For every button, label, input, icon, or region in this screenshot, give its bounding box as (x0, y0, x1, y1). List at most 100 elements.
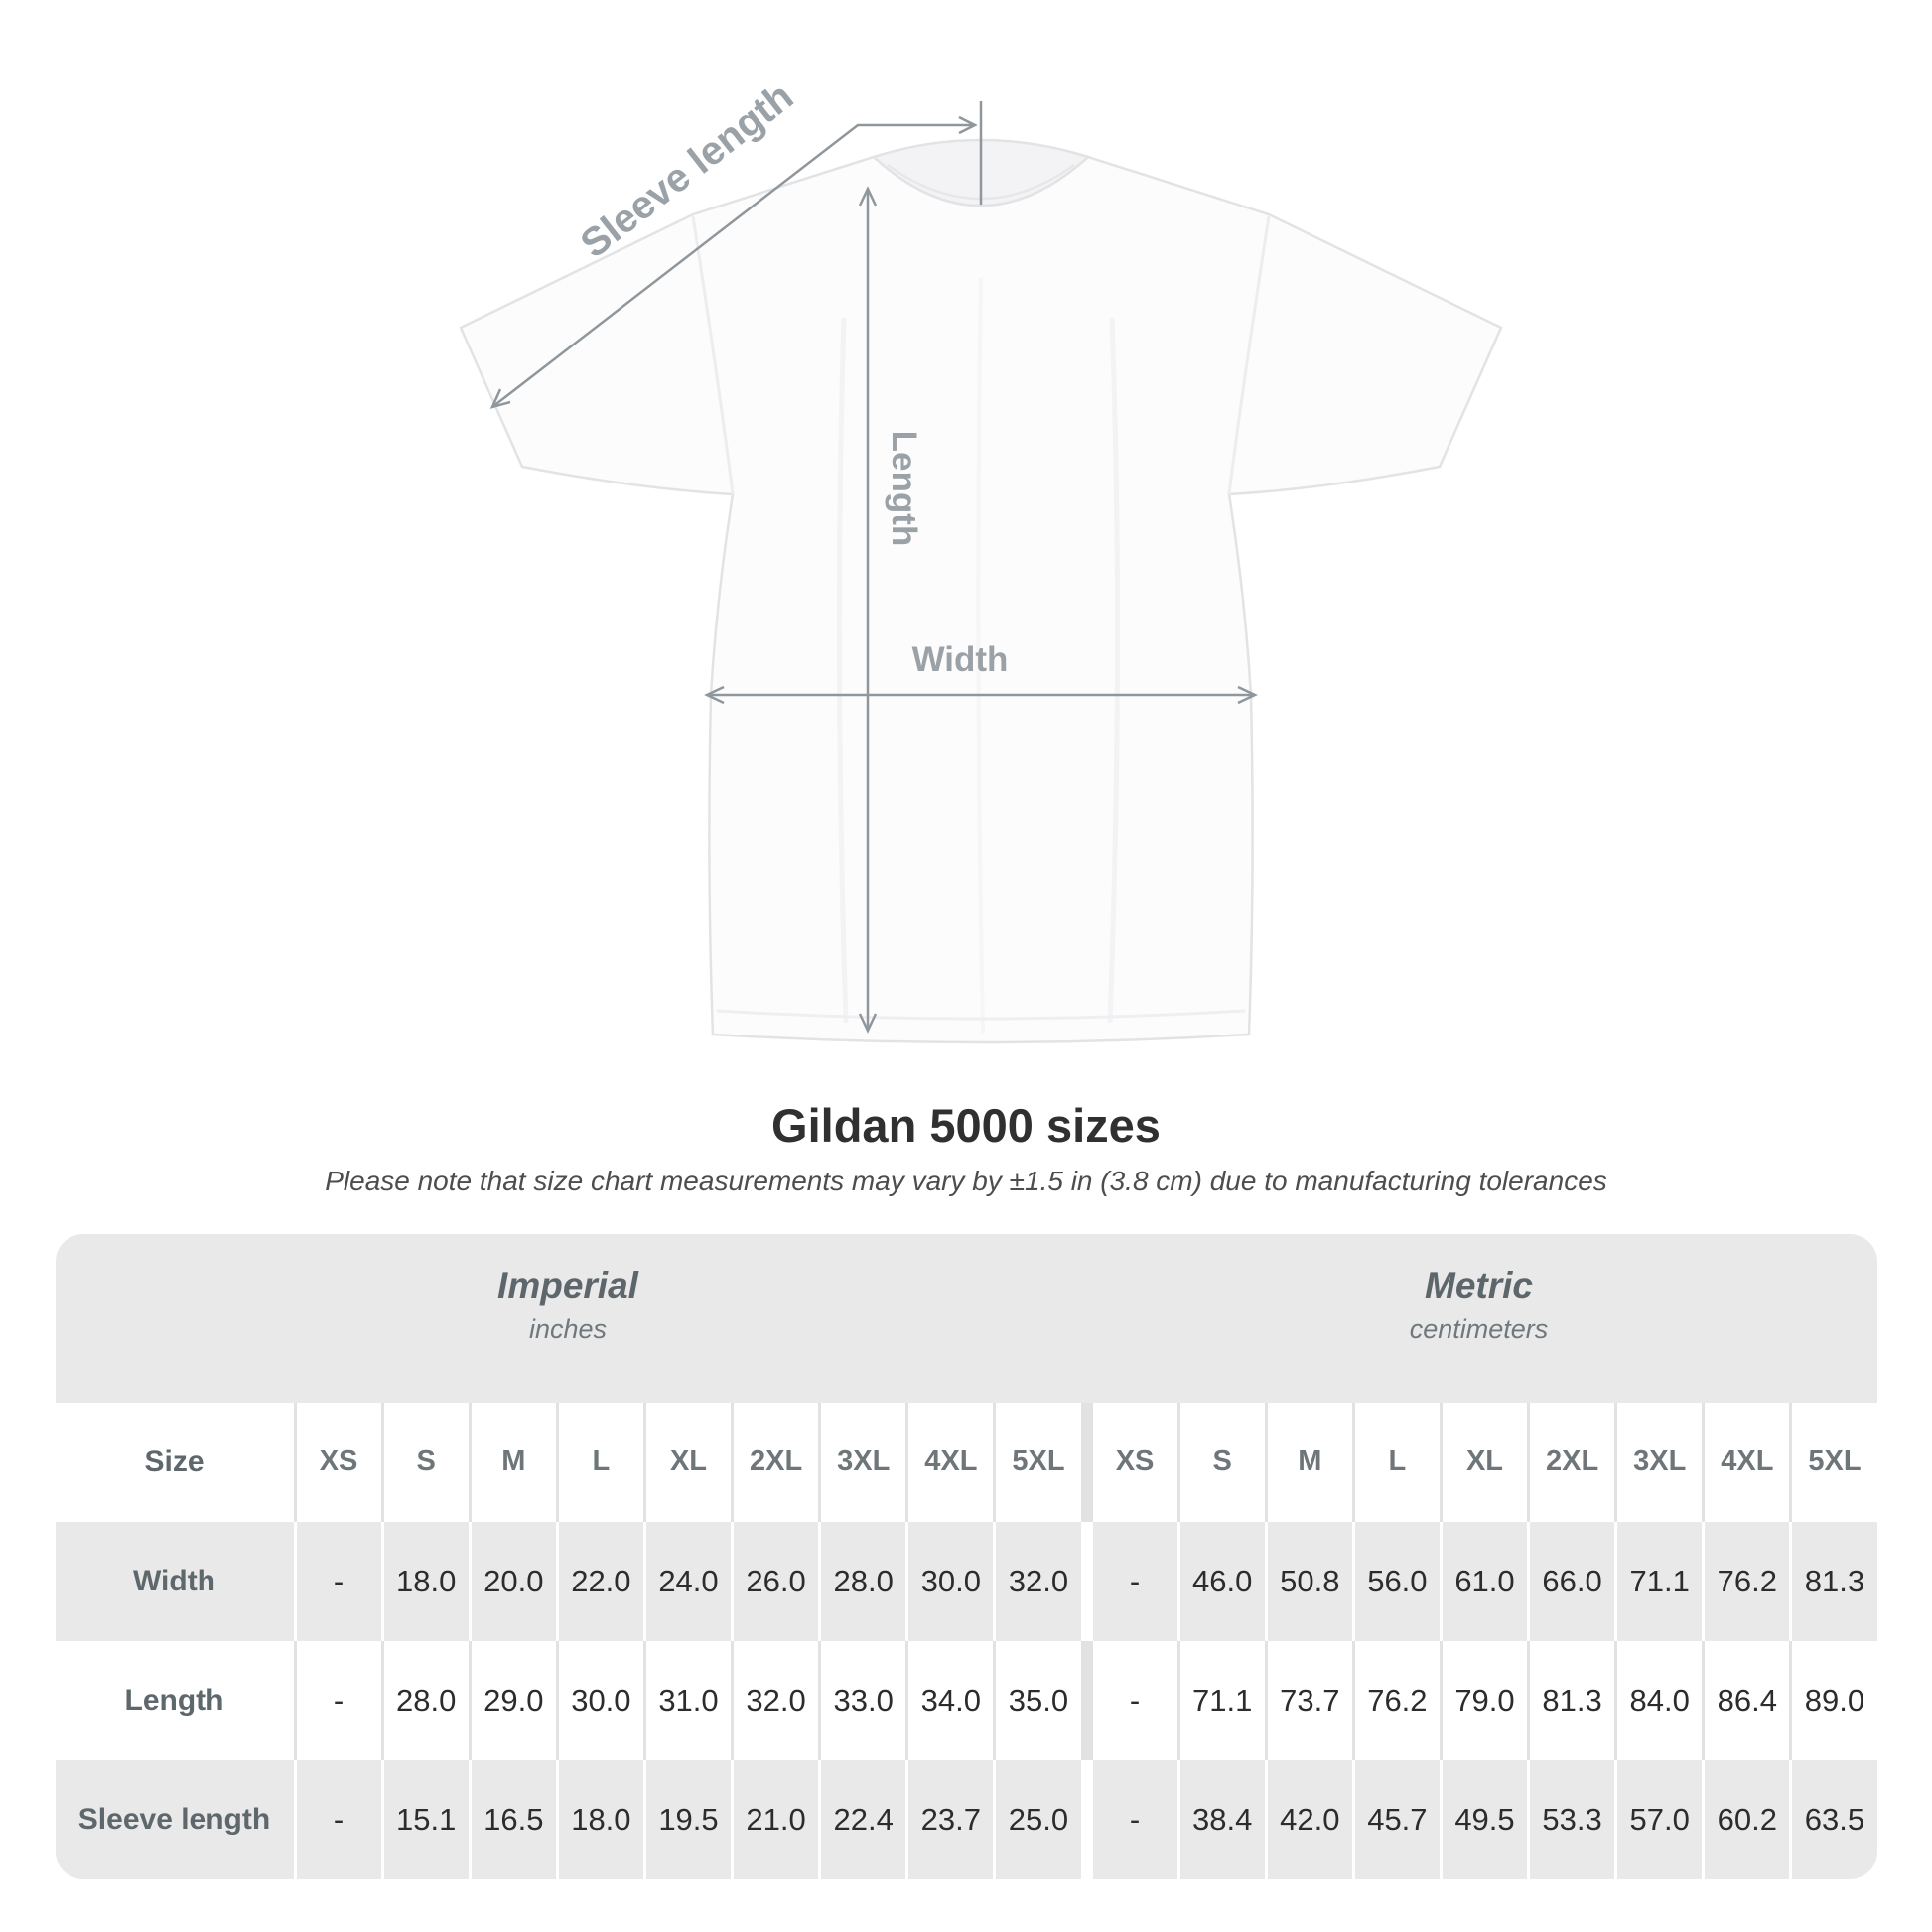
imperial-value-cell: 31.0 (645, 1640, 732, 1760)
imperial-value-cell: 18.0 (383, 1521, 469, 1641)
measurement-row: Sleeve length -15.1 16.5 18.0 19.5 21.0 22.4 23… (55, 1759, 1877, 1879)
metric-value-cell: 84.0 (1617, 1640, 1703, 1760)
imperial-value-cell: 23.7 (908, 1759, 994, 1879)
imperial-value-cell: 22.0 (558, 1521, 643, 1641)
imperial-value-cell: 24.0 (645, 1521, 732, 1641)
size-header-cell: 3XL (821, 1402, 906, 1522)
metric-group-header: Metric centimeters (1081, 1234, 1877, 1403)
row-label: Width (55, 1521, 294, 1641)
metric-value-cell: 50.8 (1267, 1521, 1352, 1641)
size-table-rows: Size XS S M L XL 2XL 3XL 4XL 5XL XS S M L XL 2XL 3XL 4XL 5… (55, 1402, 1877, 1879)
dimension-arrows (489, 101, 1258, 1034)
metric-value-cell: 86.4 (1705, 1640, 1790, 1760)
imperial-value-cell: 25.0 (996, 1759, 1081, 1879)
metric-value-cell: 73.7 (1267, 1640, 1352, 1760)
imperial-value-cell: 22.4 (821, 1759, 906, 1879)
metric-value-cell: 79.0 (1442, 1640, 1528, 1760)
size-header-cell: 4XL (1705, 1402, 1790, 1522)
metric-value-cell: 42.0 (1267, 1759, 1352, 1879)
metric-value-cell: 61.0 (1442, 1521, 1528, 1641)
size-header-cell: L (558, 1402, 643, 1522)
imperial-value-cell: 28.0 (821, 1521, 906, 1641)
tshirt-measurement-diagram: Sleeve length Length Width (459, 74, 1503, 1044)
size-header-cell: XL (1442, 1402, 1528, 1522)
metric-value-cell: 63.5 (1792, 1759, 1877, 1879)
imperial-group-title: Imperial (497, 1264, 638, 1306)
size-header-cell: 3XL (1617, 1402, 1703, 1522)
measurement-row: Width -18.0 20.0 22.0 24.0 26.0 28.0 30.0 32.0-4… (55, 1521, 1877, 1641)
imperial-value-cell: 30.0 (558, 1640, 643, 1760)
imperial-value-cell: 28.0 (383, 1640, 469, 1760)
imperial-value-cell: 19.5 (645, 1759, 732, 1879)
imperial-value-cell: 33.0 (821, 1640, 906, 1760)
metric-value-cell: - (1092, 1640, 1177, 1760)
page-title: Gildan 5000 sizes (771, 1099, 1161, 1152)
size-header-row: Size XS S M L XL 2XL 3XL 4XL 5XL XS S M L XL 2XL 3XL 4XL 5… (55, 1402, 1877, 1522)
group-spacer (1084, 1760, 1090, 1879)
size-header-cell: XS (296, 1402, 381, 1522)
metric-group-title: Metric (1425, 1264, 1533, 1306)
imperial-value-cell: 32.0 (996, 1521, 1081, 1641)
metric-value-cell: 57.0 (1617, 1759, 1703, 1879)
size-header-cell: 5XL (1792, 1402, 1877, 1522)
width-label: Width (912, 640, 1009, 679)
metric-value-cell: 89.0 (1792, 1640, 1877, 1760)
imperial-value-cell: - (296, 1521, 381, 1641)
size-table: Imperial inches Metric centimeters Size X… (55, 1233, 1877, 1879)
imperial-value-cell: 32.0 (734, 1640, 819, 1760)
length-label: Length (885, 431, 923, 547)
imperial-value-cell: 16.5 (471, 1759, 556, 1879)
size-header-cell: 2XL (734, 1402, 819, 1522)
size-header-cell: S (1179, 1402, 1265, 1522)
width-arrow (704, 685, 1258, 705)
group-spacer (1083, 1640, 1090, 1760)
imperial-value-cell: - (296, 1759, 381, 1879)
metric-value-cell: 81.3 (1530, 1640, 1615, 1760)
metric-value-cell: 45.7 (1354, 1759, 1440, 1879)
sleeve-length-arrow (489, 101, 983, 409)
metric-value-cell: - (1092, 1759, 1177, 1879)
length-arrow (858, 186, 878, 1034)
tshirt-diagram-svg: Sleeve length Length Width (459, 74, 1503, 1044)
metric-value-cell: 71.1 (1617, 1521, 1703, 1641)
metric-value-cell: 53.3 (1530, 1759, 1615, 1879)
unit-group-header: Imperial inches Metric centimeters (55, 1233, 1877, 1403)
metric-value-cell: - (1092, 1521, 1177, 1641)
size-header-cell: 5XL (996, 1402, 1081, 1522)
metric-value-cell: 76.2 (1705, 1521, 1790, 1641)
tolerance-note: Please note that size chart measurements… (325, 1166, 1607, 1197)
metric-value-cell: 38.4 (1179, 1759, 1265, 1879)
tshirt-image (459, 138, 1503, 1044)
metric-value-cell: 60.2 (1705, 1759, 1790, 1879)
size-header-cell: S (383, 1402, 469, 1522)
imperial-group-header: Imperial inches (56, 1234, 1081, 1403)
imperial-value-cell: 35.0 (996, 1640, 1081, 1760)
metric-value-cell: 66.0 (1530, 1521, 1615, 1641)
metric-value-cell: 81.3 (1792, 1521, 1877, 1641)
metric-value-cell: 49.5 (1442, 1759, 1528, 1879)
size-column-header: Size (55, 1402, 294, 1522)
imperial-value-cell: 26.0 (734, 1521, 819, 1641)
imperial-group-unit: inches (528, 1314, 608, 1345)
group-spacer (1084, 1522, 1090, 1641)
imperial-value-cell: 29.0 (471, 1640, 556, 1760)
metric-value-cell: 46.0 (1179, 1521, 1265, 1641)
size-header-cell: XL (645, 1402, 732, 1522)
metric-value-cell: 56.0 (1354, 1521, 1440, 1641)
size-header-cell: M (471, 1402, 556, 1522)
group-spacer (1083, 1402, 1090, 1522)
imperial-value-cell: - (296, 1640, 381, 1760)
metric-value-cell: 71.1 (1179, 1640, 1265, 1760)
metric-group-unit: centimeters (1409, 1314, 1549, 1345)
size-header-cell: M (1267, 1402, 1352, 1522)
imperial-value-cell: 30.0 (908, 1521, 994, 1641)
row-label: Length (55, 1640, 294, 1760)
row-label: Sleeve length (55, 1759, 294, 1879)
size-header-cell: L (1354, 1402, 1440, 1522)
size-header-cell: 2XL (1530, 1402, 1615, 1522)
imperial-value-cell: 18.0 (558, 1759, 643, 1879)
imperial-value-cell: 34.0 (908, 1640, 994, 1760)
imperial-value-cell: 15.1 (383, 1759, 469, 1879)
imperial-value-cell: 21.0 (734, 1759, 819, 1879)
